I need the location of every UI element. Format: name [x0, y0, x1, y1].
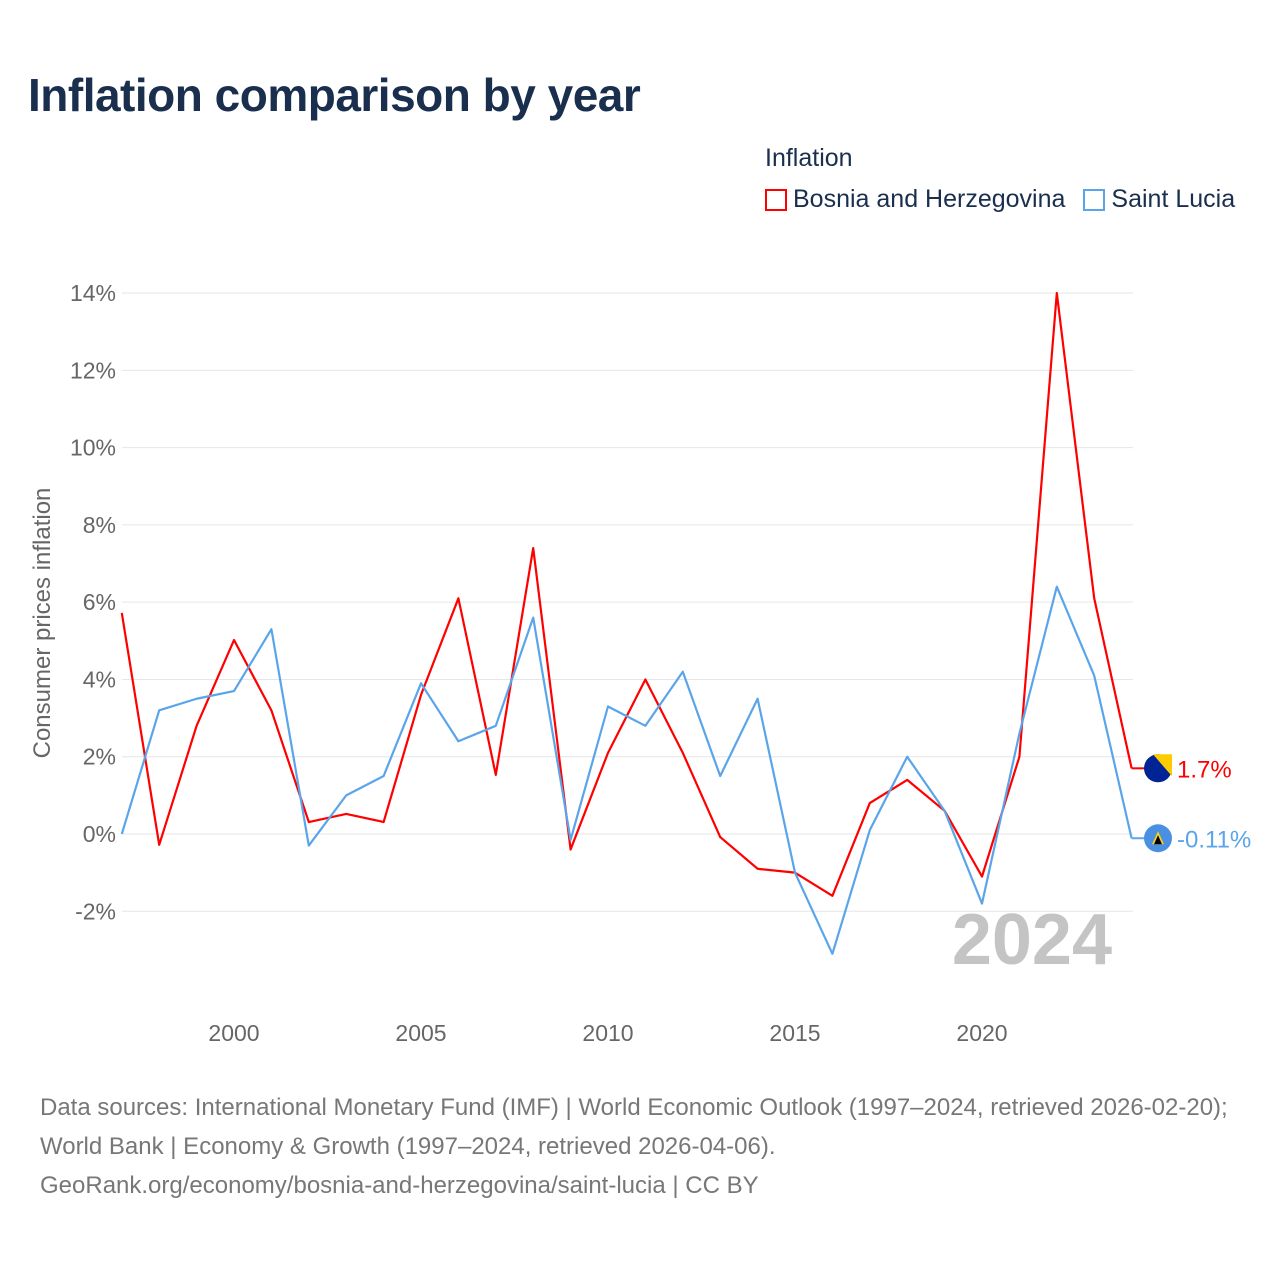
- footer: Data sources: International Monetary Fun…: [40, 1088, 1250, 1205]
- y-tick-label: 10%: [70, 435, 116, 461]
- legend-item-bosnia[interactable]: Bosnia and Herzegovina: [765, 185, 1065, 214]
- series-line-bosnia: [120, 291, 1133, 897]
- legend-swatch-bosnia: [765, 188, 787, 211]
- y-tick-label: 12%: [70, 357, 116, 383]
- y-tick-label: -2%: [75, 898, 116, 924]
- legend-title: Inflation: [765, 144, 853, 172]
- legend-swatch-saint-lucia: [1083, 188, 1106, 211]
- legend-item-saint-lucia[interactable]: Saint Lucia: [1083, 185, 1235, 214]
- y-tick-label: 6%: [83, 589, 116, 615]
- legend-label: Bosnia and Herzegovina: [793, 185, 1066, 213]
- flag-triangle: [1153, 754, 1172, 777]
- flag-triangle-inner: [1154, 835, 1162, 845]
- y-tick-label: 14%: [70, 280, 116, 306]
- end-value-label: -0.11%: [1177, 826, 1251, 853]
- legend: Bosnia and Herzegovina Saint Lucia: [765, 185, 1235, 214]
- series-line-saint-lucia: [120, 585, 1133, 955]
- end-value-label: 1.7%: [1177, 756, 1232, 783]
- year-watermark: 2024: [952, 900, 1112, 980]
- y-axis-label: Consumer prices inflation: [29, 488, 56, 759]
- x-tick-label: 2000: [208, 1020, 259, 1046]
- y-tick-label: 4%: [83, 666, 116, 692]
- x-tick-label: 2020: [956, 1020, 1007, 1046]
- y-tick-label: 0%: [83, 821, 116, 847]
- x-tick-label: 2015: [769, 1020, 820, 1046]
- y-tick-label: 2%: [83, 744, 116, 770]
- x-tick-label: 2010: [582, 1020, 633, 1046]
- x-tick-label: 2005: [395, 1020, 446, 1046]
- legend-label: Saint Lucia: [1111, 185, 1236, 213]
- credit-link[interactable]: GeoRank.org/economy/bosnia-and-herzegovi…: [40, 1172, 759, 1199]
- y-tick-label: 8%: [83, 512, 116, 538]
- chart-title: Inflation comparison by year: [28, 69, 641, 121]
- data-sources: Data sources: International Monetary Fun…: [40, 1094, 1228, 1160]
